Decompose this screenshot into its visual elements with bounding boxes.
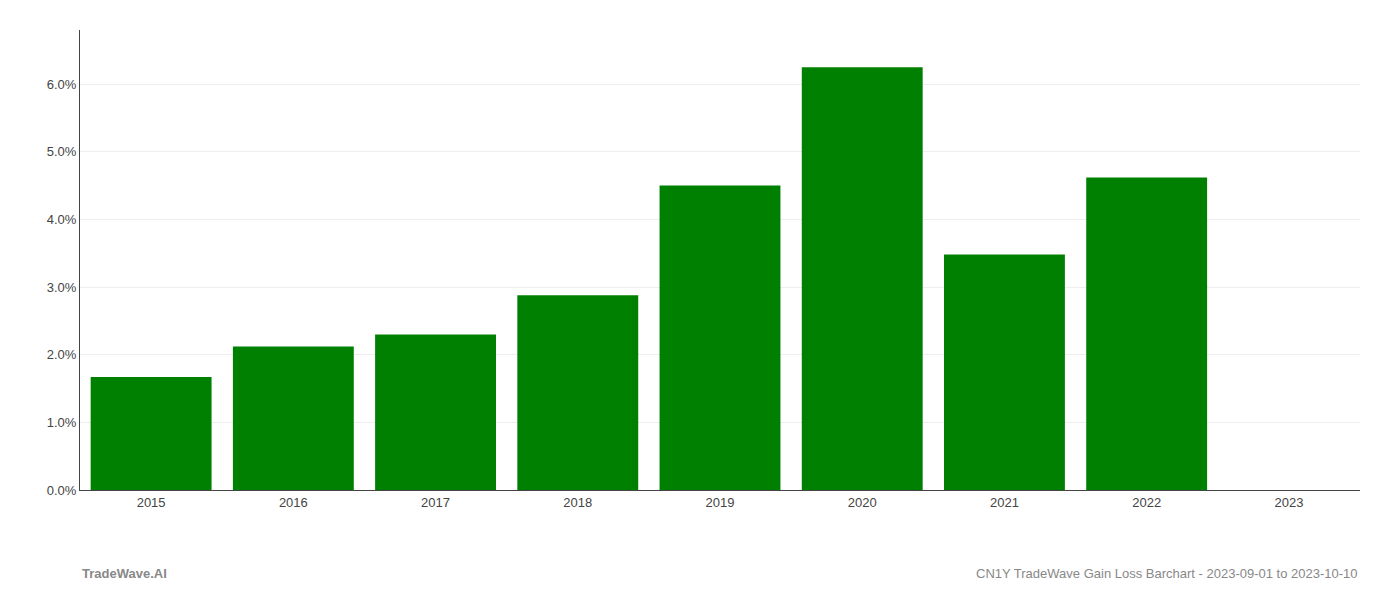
svg-text:2018: 2018 <box>563 495 592 510</box>
svg-text:6.0%: 6.0% <box>47 77 77 92</box>
svg-text:0.0%: 0.0% <box>47 483 77 498</box>
svg-text:2023: 2023 <box>1274 495 1303 510</box>
svg-text:2020: 2020 <box>848 495 877 510</box>
svg-text:TradeWave.AI: TradeWave.AI <box>82 566 167 581</box>
svg-text:2021: 2021 <box>990 495 1019 510</box>
svg-text:2016: 2016 <box>279 495 308 510</box>
svg-text:5.0%: 5.0% <box>47 144 77 159</box>
svg-text:2019: 2019 <box>706 495 735 510</box>
svg-text:2.0%: 2.0% <box>47 347 77 362</box>
svg-text:3.0%: 3.0% <box>47 280 77 295</box>
svg-text:2017: 2017 <box>421 495 450 510</box>
svg-text:2015: 2015 <box>137 495 166 510</box>
svg-text:1.0%: 1.0% <box>47 415 77 430</box>
svg-text:4.0%: 4.0% <box>47 212 77 227</box>
svg-text:2022: 2022 <box>1132 495 1161 510</box>
svg-text:CN1Y TradeWave Gain Loss Barch: CN1Y TradeWave Gain Loss Barchart - 2023… <box>976 566 1358 581</box>
